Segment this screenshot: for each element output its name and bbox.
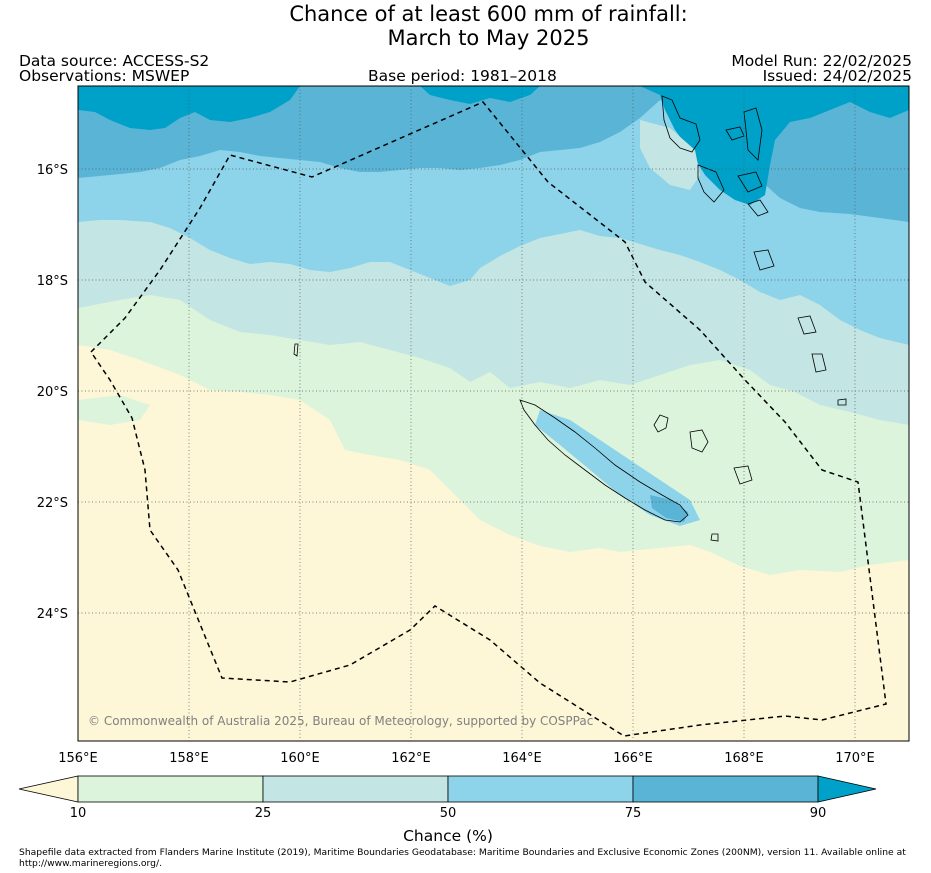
loyalty-island-1	[653, 414, 669, 433]
issued-label: Issued: 24/02/2025	[762, 67, 912, 85]
colorbar-extend-low	[18, 775, 79, 803]
vanuatu-island-f	[753, 249, 775, 271]
eez-boundary	[90, 101, 887, 737]
vanuatu-island-d	[737, 171, 763, 193]
new-caledonia-outline	[519, 399, 689, 523]
map-frame	[77, 85, 910, 742]
probability-field	[78, 86, 909, 741]
isle-of-pines	[710, 533, 719, 542]
lon-tick-170: 170°E	[835, 751, 875, 766]
vanuatu-island-e	[747, 199, 769, 217]
land-outlines	[293, 95, 847, 542]
colorbar-tick-25: 25	[254, 806, 272, 821]
lat-tick-18s: 18°S	[37, 274, 68, 289]
colorbar-segment-10-25	[77, 775, 264, 803]
chesterfield-reef	[293, 343, 299, 357]
lon-tick-156: 156°E	[58, 751, 98, 766]
colorbar	[18, 775, 877, 803]
lat-tick-22s: 22°S	[37, 496, 68, 511]
colorbar-title: Chance (%)	[403, 827, 493, 845]
data-source-label: Data source: ACCESS-S2	[19, 52, 210, 70]
vanuatu-island-h	[811, 353, 827, 373]
lon-tick-162: 162°E	[391, 751, 431, 766]
lat-tick-24s: 24°S	[37, 607, 68, 622]
colorbar-tick-50: 50	[439, 806, 457, 821]
colorbar-extend-high	[817, 775, 877, 803]
lon-tick-160: 160°E	[280, 751, 320, 766]
band-gt90-north	[420, 86, 540, 104]
colorbar-tick-10: 10	[69, 806, 87, 821]
lat-tick-20s: 20°S	[37, 385, 68, 400]
lon-tick-158: 158°E	[169, 751, 209, 766]
colorbar-segment-50-75	[447, 775, 634, 803]
lat-tick-16s: 16°S	[37, 163, 68, 178]
base-period-label: Base period: 1981–2018	[368, 67, 557, 85]
band-50-75-pocket	[640, 120, 700, 190]
longitude-labels: 156°E 158°E 160°E 162°E 164°E 166°E 168°…	[58, 751, 875, 766]
loyalty-island-2	[689, 429, 709, 453]
colorbar-segment-25-50	[262, 775, 449, 803]
colorbar-tick-90: 90	[809, 806, 827, 821]
loyalty-island-3	[733, 465, 753, 485]
vanuatu-island-b	[743, 107, 763, 161]
map-title-line1: Chance of at least 600 mm of rainfall:	[289, 2, 688, 26]
lon-tick-168: 168°E	[724, 751, 764, 766]
model-run-label: Model Run: 22/02/2025	[731, 52, 912, 70]
copyright-text: © Commonwealth of Australia 2025, Bureau…	[88, 714, 593, 728]
vanuatu-island-g	[797, 315, 817, 335]
matthew-island	[837, 398, 847, 406]
vanuatu-island-c	[697, 164, 725, 203]
lon-tick-166: 166°E	[613, 751, 653, 766]
band-gt90-east	[640, 86, 909, 205]
lon-tick-164: 164°E	[502, 751, 542, 766]
observations-label: Observations: MSWEP	[19, 67, 190, 85]
vanuatu-north	[661, 95, 701, 153]
colorbar-segment-75-90	[632, 775, 819, 803]
map-title-line2: March to May 2025	[387, 26, 590, 50]
colorbar-tick-75: 75	[624, 806, 642, 821]
latitude-labels: 16°S 18°S 20°S 22°S 24°S	[37, 163, 68, 622]
shapefile-footnote: Shapefile data extracted from Flanders M…	[19, 847, 906, 869]
